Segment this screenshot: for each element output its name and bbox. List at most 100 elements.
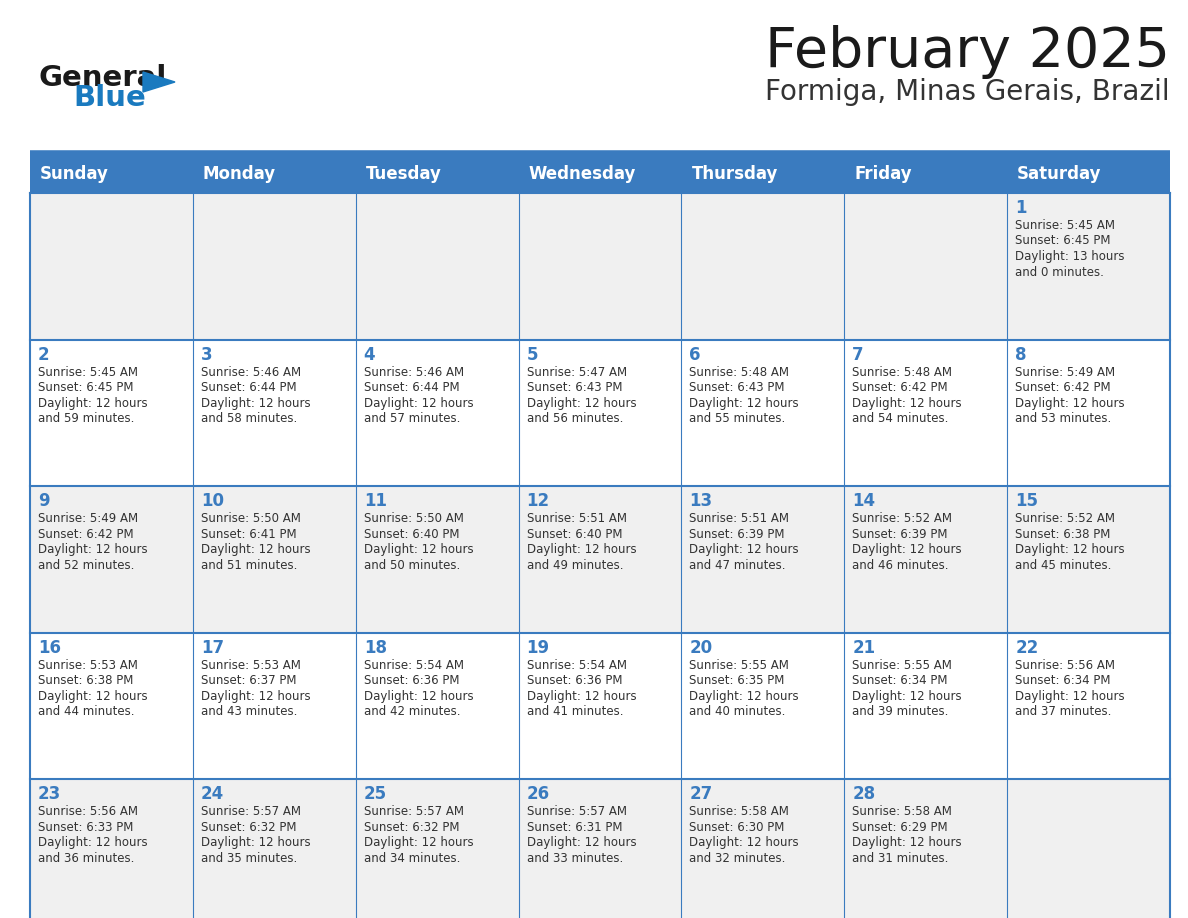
Text: 1: 1: [1015, 199, 1026, 217]
Text: 16: 16: [38, 639, 61, 656]
Text: and 32 minutes.: and 32 minutes.: [689, 852, 785, 865]
Text: 21: 21: [852, 639, 876, 656]
Text: and 44 minutes.: and 44 minutes.: [38, 705, 134, 718]
Text: Daylight: 13 hours: Daylight: 13 hours: [1015, 250, 1125, 263]
Text: Sunrise: 5:57 AM: Sunrise: 5:57 AM: [201, 805, 301, 819]
Text: Daylight: 12 hours: Daylight: 12 hours: [1015, 543, 1125, 556]
Text: Sunrise: 5:52 AM: Sunrise: 5:52 AM: [852, 512, 953, 525]
Text: and 33 minutes.: and 33 minutes.: [526, 852, 623, 865]
Bar: [30, 633, 1170, 779]
Text: 12: 12: [526, 492, 550, 510]
Text: Sunset: 6:39 PM: Sunset: 6:39 PM: [689, 528, 785, 541]
Text: February 2025: February 2025: [765, 25, 1170, 79]
Text: Daylight: 12 hours: Daylight: 12 hours: [38, 543, 147, 556]
Text: and 58 minutes.: and 58 minutes.: [201, 412, 297, 425]
Text: and 40 minutes.: and 40 minutes.: [689, 705, 785, 718]
Text: Daylight: 12 hours: Daylight: 12 hours: [38, 397, 147, 409]
Text: Sunrise: 5:53 AM: Sunrise: 5:53 AM: [201, 659, 301, 672]
Text: Sunset: 6:32 PM: Sunset: 6:32 PM: [364, 821, 460, 834]
Text: Sunrise: 5:46 AM: Sunrise: 5:46 AM: [364, 365, 463, 378]
Text: and 55 minutes.: and 55 minutes.: [689, 412, 785, 425]
Text: Sunrise: 5:46 AM: Sunrise: 5:46 AM: [201, 365, 301, 378]
Text: Daylight: 12 hours: Daylight: 12 hours: [852, 543, 962, 556]
Text: and 36 minutes.: and 36 minutes.: [38, 852, 134, 865]
Text: 6: 6: [689, 345, 701, 364]
Text: 27: 27: [689, 786, 713, 803]
Text: and 53 minutes.: and 53 minutes.: [1015, 412, 1112, 425]
Text: General: General: [38, 64, 166, 92]
Text: Blue: Blue: [72, 84, 146, 112]
Text: Daylight: 12 hours: Daylight: 12 hours: [852, 397, 962, 409]
Text: Thursday: Thursday: [691, 165, 778, 183]
Bar: [30, 487, 1170, 633]
Text: 13: 13: [689, 492, 713, 510]
Text: Sunset: 6:42 PM: Sunset: 6:42 PM: [1015, 381, 1111, 394]
Text: Sunset: 6:34 PM: Sunset: 6:34 PM: [852, 675, 948, 688]
Text: and 45 minutes.: and 45 minutes.: [1015, 559, 1112, 572]
Text: and 35 minutes.: and 35 minutes.: [201, 852, 297, 865]
Text: Sunset: 6:44 PM: Sunset: 6:44 PM: [364, 381, 460, 394]
Text: 28: 28: [852, 786, 876, 803]
Text: Sunrise: 5:55 AM: Sunrise: 5:55 AM: [689, 659, 789, 672]
Text: 4: 4: [364, 345, 375, 364]
Text: and 41 minutes.: and 41 minutes.: [526, 705, 623, 718]
Text: and 51 minutes.: and 51 minutes.: [201, 559, 297, 572]
Text: Sunset: 6:35 PM: Sunset: 6:35 PM: [689, 675, 785, 688]
Text: Sunset: 6:42 PM: Sunset: 6:42 PM: [852, 381, 948, 394]
Polygon shape: [143, 72, 175, 92]
Text: and 47 minutes.: and 47 minutes.: [689, 559, 786, 572]
Text: 3: 3: [201, 345, 213, 364]
Text: Daylight: 12 hours: Daylight: 12 hours: [852, 689, 962, 703]
Text: Sunrise: 5:45 AM: Sunrise: 5:45 AM: [38, 365, 138, 378]
Text: Sunrise: 5:56 AM: Sunrise: 5:56 AM: [1015, 659, 1116, 672]
Text: and 49 minutes.: and 49 minutes.: [526, 559, 623, 572]
Text: 17: 17: [201, 639, 225, 656]
Text: and 31 minutes.: and 31 minutes.: [852, 852, 949, 865]
Text: Daylight: 12 hours: Daylight: 12 hours: [689, 689, 800, 703]
Text: Wednesday: Wednesday: [529, 165, 636, 183]
Text: and 50 minutes.: and 50 minutes.: [364, 559, 460, 572]
Text: Sunrise: 5:48 AM: Sunrise: 5:48 AM: [689, 365, 790, 378]
Text: 14: 14: [852, 492, 876, 510]
Text: 19: 19: [526, 639, 550, 656]
Text: 11: 11: [364, 492, 387, 510]
Text: Daylight: 12 hours: Daylight: 12 hours: [201, 397, 310, 409]
Text: and 39 minutes.: and 39 minutes.: [852, 705, 949, 718]
Text: Sunset: 6:39 PM: Sunset: 6:39 PM: [852, 528, 948, 541]
Text: Sunset: 6:45 PM: Sunset: 6:45 PM: [1015, 234, 1111, 248]
Text: Sunrise: 5:51 AM: Sunrise: 5:51 AM: [526, 512, 626, 525]
Text: Sunrise: 5:58 AM: Sunrise: 5:58 AM: [852, 805, 952, 819]
Text: and 46 minutes.: and 46 minutes.: [852, 559, 949, 572]
Text: Sunset: 6:40 PM: Sunset: 6:40 PM: [364, 528, 460, 541]
Text: Monday: Monday: [203, 165, 276, 183]
Text: Sunset: 6:34 PM: Sunset: 6:34 PM: [1015, 675, 1111, 688]
Text: 8: 8: [1015, 345, 1026, 364]
Text: Sunrise: 5:57 AM: Sunrise: 5:57 AM: [526, 805, 626, 819]
Text: Sunrise: 5:50 AM: Sunrise: 5:50 AM: [201, 512, 301, 525]
Text: Daylight: 12 hours: Daylight: 12 hours: [201, 836, 310, 849]
Text: Sunset: 6:31 PM: Sunset: 6:31 PM: [526, 821, 623, 834]
Text: and 59 minutes.: and 59 minutes.: [38, 412, 134, 425]
Text: Sunset: 6:45 PM: Sunset: 6:45 PM: [38, 381, 133, 394]
Text: 5: 5: [526, 345, 538, 364]
Text: Sunrise: 5:45 AM: Sunrise: 5:45 AM: [1015, 219, 1116, 232]
Text: Daylight: 12 hours: Daylight: 12 hours: [689, 836, 800, 849]
Text: Daylight: 12 hours: Daylight: 12 hours: [526, 836, 637, 849]
Text: Sunday: Sunday: [40, 165, 109, 183]
Text: and 42 minutes.: and 42 minutes.: [364, 705, 460, 718]
Text: Daylight: 12 hours: Daylight: 12 hours: [526, 689, 637, 703]
Text: Daylight: 12 hours: Daylight: 12 hours: [364, 836, 473, 849]
Text: Sunset: 6:43 PM: Sunset: 6:43 PM: [689, 381, 785, 394]
Text: Sunrise: 5:47 AM: Sunrise: 5:47 AM: [526, 365, 627, 378]
Text: Sunrise: 5:54 AM: Sunrise: 5:54 AM: [526, 659, 626, 672]
Text: Formiga, Minas Gerais, Brazil: Formiga, Minas Gerais, Brazil: [765, 78, 1170, 106]
Text: Daylight: 12 hours: Daylight: 12 hours: [364, 397, 473, 409]
Text: and 56 minutes.: and 56 minutes.: [526, 412, 623, 425]
Text: and 34 minutes.: and 34 minutes.: [364, 852, 460, 865]
Text: Sunset: 6:37 PM: Sunset: 6:37 PM: [201, 675, 296, 688]
Bar: [30, 340, 1170, 487]
Text: Sunrise: 5:54 AM: Sunrise: 5:54 AM: [364, 659, 463, 672]
Text: 26: 26: [526, 786, 550, 803]
Text: 15: 15: [1015, 492, 1038, 510]
Bar: [30, 155, 1170, 193]
